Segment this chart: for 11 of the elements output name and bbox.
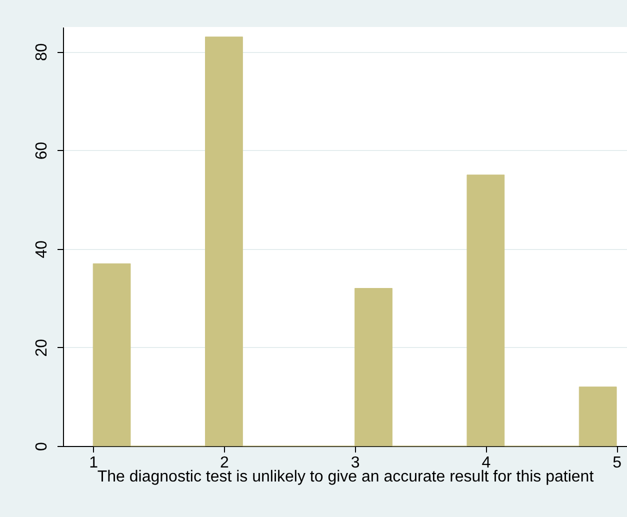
y-tick-label: 0	[34, 442, 50, 451]
x-axis-title: The diagnostic test is unlikely to give an accurate result for this patient	[97, 468, 594, 486]
y-tick-label: 40	[34, 240, 50, 258]
x-tick-label: 5	[612, 454, 622, 472]
x-tick-label: 1	[89, 454, 98, 472]
x-tick-label: 3	[350, 454, 360, 472]
y-tick-label: 80	[34, 43, 50, 62]
y-tick-label: 60	[34, 142, 50, 160]
x-tick-label: 4	[482, 454, 491, 472]
y-tick-label: 20	[34, 338, 50, 357]
x-tick-label: 2	[220, 454, 230, 472]
